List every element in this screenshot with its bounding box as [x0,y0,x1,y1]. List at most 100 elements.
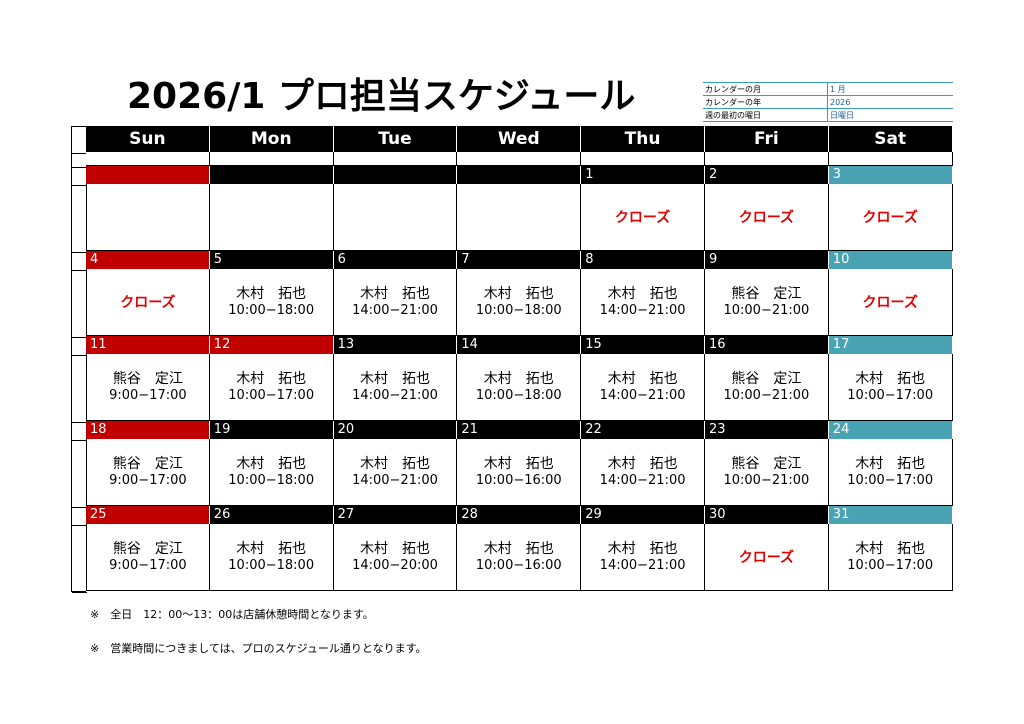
staff-name: 木村 拓也 [359,455,430,472]
staff-name: 木村 拓也 [607,285,678,302]
date-number: 9 [705,251,829,269]
day-cell[interactable] [333,184,458,251]
day-cell[interactable] [457,184,582,251]
date-number: 19 [209,421,334,439]
shift-time: 14:00−20:00 [352,557,438,573]
staff-name: 木村 拓也 [236,370,307,387]
page-title: 2026/1 プロ担当スケジュール [127,76,636,117]
day-cell[interactable]: 木村 拓也 10:00−17:00 [828,354,953,421]
staff-name: 木村 拓也 [359,285,430,302]
day-cell[interactable]: クローズ [581,184,705,251]
header-spacer [828,152,953,166]
settings-key: 週の最初の曜日 [703,108,828,122]
day-cell[interactable]: 木村 拓也 14:00−21:00 [581,439,705,506]
day-cell[interactable]: 木村 拓也 10:00−18:00 [457,354,582,421]
gutter-line [72,422,87,423]
date-number: 7 [457,251,582,269]
day-cell[interactable]: 木村 拓也 10:00−16:00 [457,439,582,506]
header-spacer [457,152,582,166]
staff-name: 木村 拓也 [236,285,307,302]
day-cell[interactable]: 木村 拓也 10:00−18:00 [457,269,582,336]
header-spacer [333,152,458,166]
day-cell[interactable]: 熊谷 定江 9:00−17:00 [86,439,210,506]
day-cell[interactable]: 木村 拓也 14:00−21:00 [581,269,705,336]
weekday-header-sat: Sat [828,126,953,152]
day-cell[interactable]: クローズ [705,524,829,591]
shift-time: 10:00−17:00 [847,387,934,403]
day-cell[interactable]: 木村 拓也 10:00−18:00 [209,269,334,336]
day-cell[interactable]: 木村 拓也 14:00−21:00 [581,354,705,421]
shift-time: 9:00−17:00 [109,557,187,573]
closed-label: クローズ [862,295,918,311]
date-number: 23 [705,421,829,439]
staff-name: 熊谷 定江 [731,285,802,302]
day-cell[interactable]: 木村 拓也 10:00−16:00 [457,524,582,591]
date-number: 26 [209,506,334,524]
day-cell[interactable]: 木村 拓也 10:00−18:00 [209,439,334,506]
date-number [86,166,210,184]
day-cell[interactable]: クローズ [828,184,953,251]
shift-time: 10:00−18:00 [475,387,562,403]
date-number [333,166,458,184]
shift-time: 14:00−21:00 [599,557,686,573]
gutter-line [72,525,87,526]
day-cell[interactable]: 木村 拓也 10:00−17:00 [828,439,953,506]
gutter-line [72,167,87,168]
date-number: 22 [581,421,705,439]
staff-name: 木村 拓也 [607,540,678,557]
staff-name: 熊谷 定江 [731,370,802,387]
day-cell[interactable]: 木村 拓也 14:00−21:00 [333,439,458,506]
day-cell[interactable]: 熊谷 定江 10:00−21:00 [705,269,829,336]
day-cell[interactable]: 木村 拓也 10:00−18:00 [209,524,334,591]
shift-time: 10:00−21:00 [723,302,810,318]
shift-time: 10:00−18:00 [475,302,562,318]
date-number: 31 [828,506,953,524]
settings-value[interactable]: 1 月 [827,82,953,96]
day-cell[interactable]: 木村 拓也 14:00−21:00 [333,354,458,421]
day-cell[interactable]: 熊谷 定江 10:00−21:00 [705,354,829,421]
shift-time: 10:00−16:00 [475,472,562,488]
closed-label: クローズ [862,210,918,226]
shift-time: 10:00−18:00 [228,557,315,573]
staff-name: 木村 拓也 [236,455,307,472]
day-cell[interactable]: 熊谷 定江 10:00−21:00 [705,439,829,506]
day-cell[interactable]: 木村 拓也 14:00−20:00 [333,524,458,591]
day-cell[interactable]: 熊谷 定江 9:00−17:00 [86,354,210,421]
day-cell[interactable]: 熊谷 定江 9:00−17:00 [86,524,210,591]
date-number: 6 [333,251,458,269]
date-number: 1 [581,166,705,184]
day-cell[interactable]: 木村 拓也 10:00−17:00 [828,524,953,591]
day-cell[interactable]: クローズ [828,269,953,336]
gutter-line [72,270,87,271]
shift-time: 10:00−16:00 [475,557,562,573]
gutter-line [72,355,87,356]
date-number: 2 [705,166,829,184]
day-cell[interactable]: 木村 拓也 14:00−21:00 [333,269,458,336]
date-number: 15 [581,336,705,354]
staff-name: 木村 拓也 [483,285,554,302]
date-number: 12 [209,336,334,354]
staff-name: 木村 拓也 [483,370,554,387]
date-number: 16 [705,336,829,354]
settings-value[interactable]: 2026 [827,95,953,109]
shift-time: 10:00−21:00 [723,472,810,488]
day-cell[interactable] [86,184,210,251]
settings-value[interactable]: 日曜日 [827,108,953,122]
shift-time: 10:00−18:00 [228,472,315,488]
gutter-line [72,185,87,186]
date-number: 4 [86,251,210,269]
weekday-header-fri: Fri [705,126,829,152]
calendar-settings-table: カレンダーの月 1 月 カレンダーの年 2026 週の最初の曜日 日曜日 [703,82,953,122]
day-cell[interactable] [209,184,334,251]
date-number [209,166,334,184]
weekday-header-tue: Tue [333,126,458,152]
day-cell[interactable]: クローズ [705,184,829,251]
day-cell[interactable]: 木村 拓也 14:00−21:00 [581,524,705,591]
day-cell[interactable]: クローズ [86,269,210,336]
shift-time: 9:00−17:00 [109,387,187,403]
day-cell[interactable]: 木村 拓也 10:00−17:00 [209,354,334,421]
date-number: 30 [705,506,829,524]
staff-name: 木村 拓也 [236,540,307,557]
date-number [457,166,582,184]
shift-time: 14:00−21:00 [599,387,686,403]
